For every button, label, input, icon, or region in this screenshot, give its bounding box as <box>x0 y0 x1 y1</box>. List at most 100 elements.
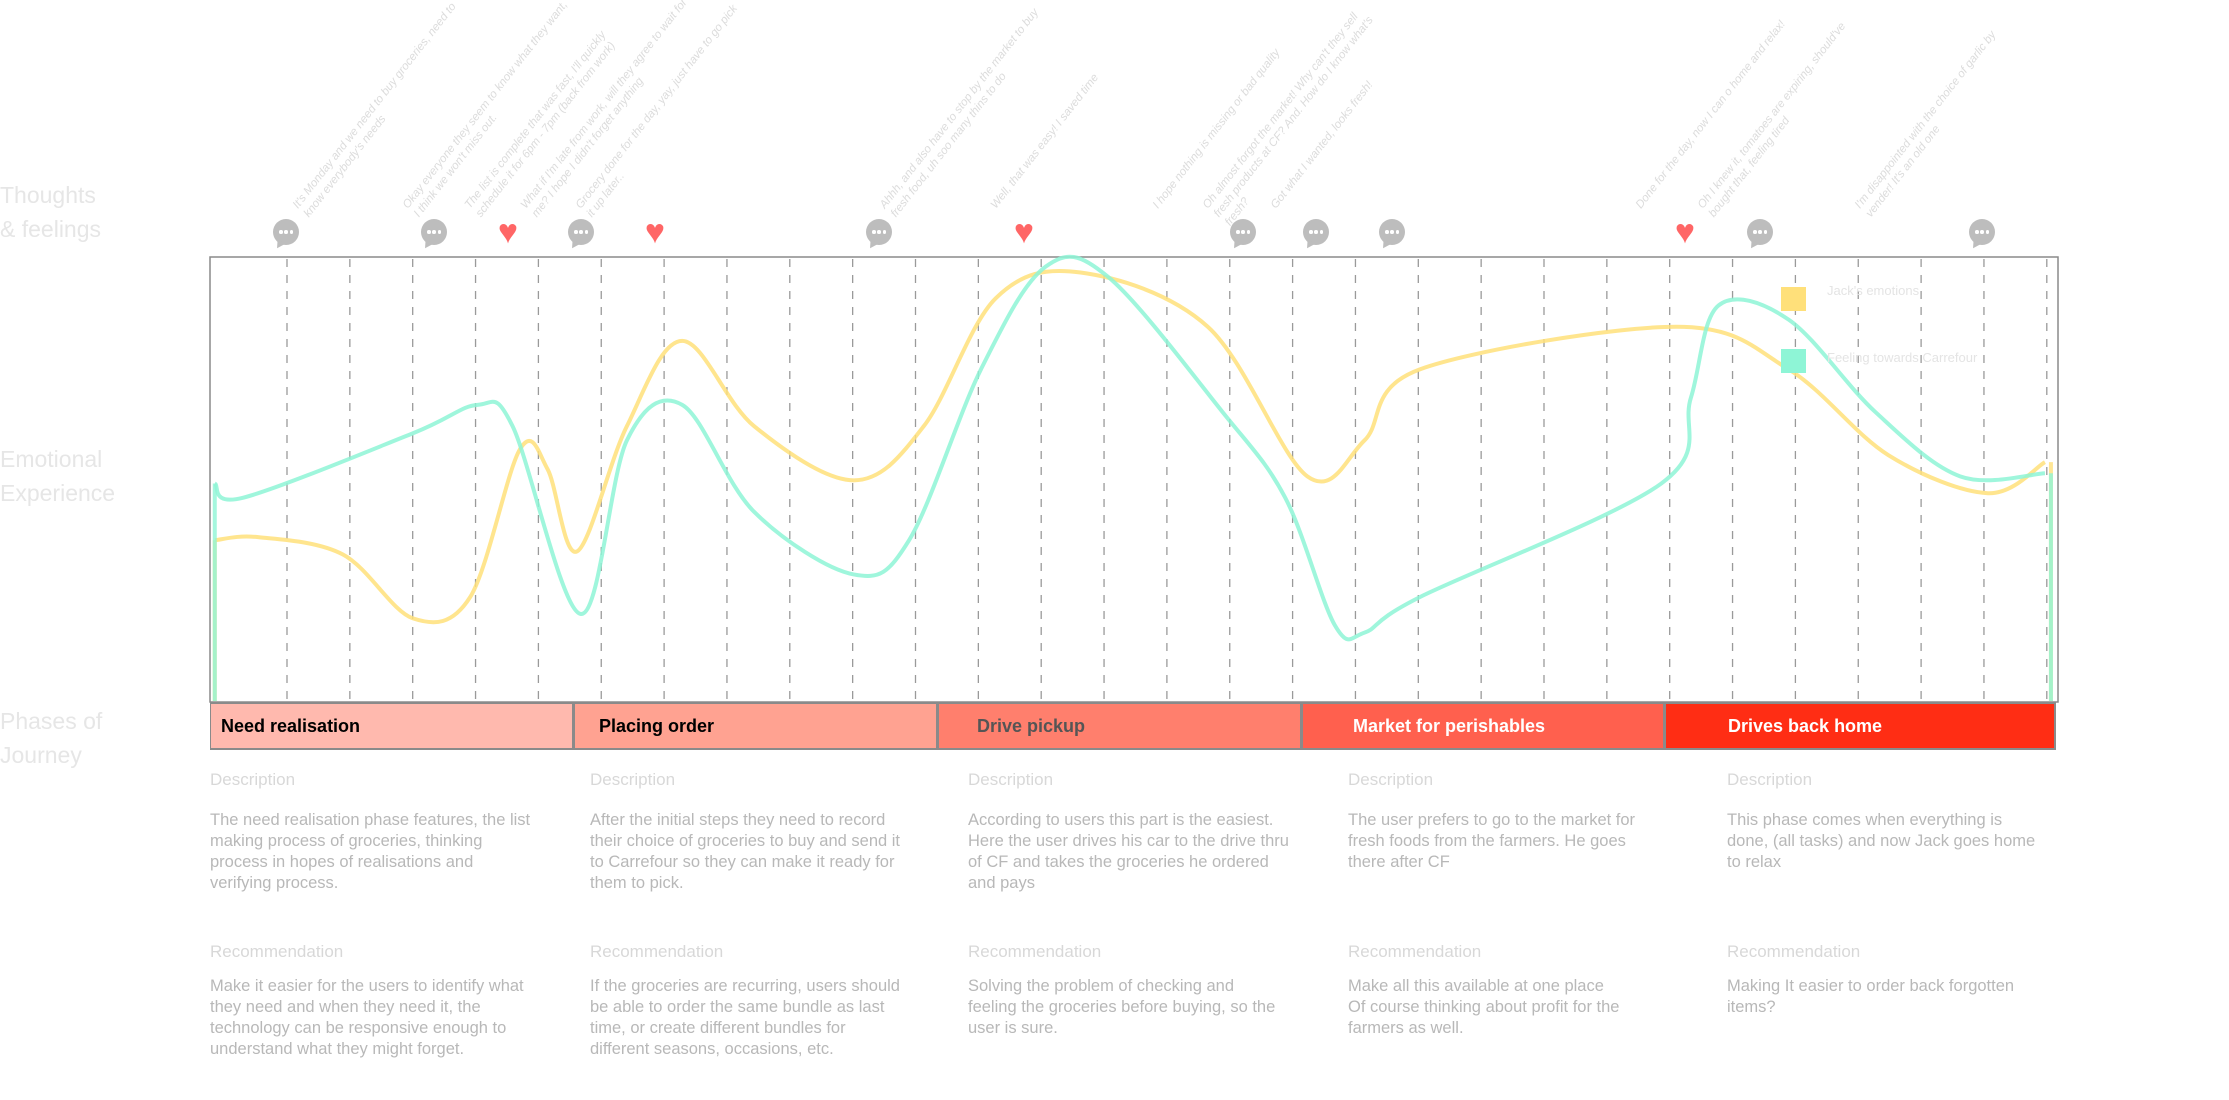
description-text: The need realisation phase features, the… <box>210 810 570 938</box>
dot <box>1246 230 1250 234</box>
chat-bubble-icon <box>1969 219 1995 245</box>
chat-bubble-icon <box>1379 219 1405 245</box>
heart-icon: ♥ <box>497 213 519 251</box>
recommendation-text: Making It easier to order back forgotten… <box>1727 976 2087 1018</box>
legend-label-jack: Jack's emotions <box>1827 283 1920 298</box>
phase-column: Description After the initial steps they … <box>590 770 950 1060</box>
legend-swatch-carrefour <box>1781 349 1806 373</box>
series-line-jack <box>214 268 2047 625</box>
dots <box>1309 230 1323 234</box>
description-text: This phase comes when everything is done,… <box>1727 810 2087 938</box>
phase-drives-back-home: Drives back home <box>1665 702 2056 750</box>
dots <box>427 230 441 234</box>
dots <box>574 230 588 234</box>
dots <box>1975 230 1989 234</box>
chat-bubble-icon <box>568 219 594 245</box>
dots <box>872 230 886 234</box>
dot <box>427 230 431 234</box>
label-line: Emotional <box>0 446 103 472</box>
chart-frame <box>209 256 2059 703</box>
text-line: to Carrefour so they can make it ready f… <box>590 853 895 871</box>
chat-bubble-icon <box>1230 219 1256 245</box>
text-line: Make it easier for the users to identify… <box>210 977 524 995</box>
text-line: be able to order the same bundle as last <box>590 998 885 1016</box>
dot <box>877 230 881 234</box>
dot <box>1241 230 1245 234</box>
dot <box>279 230 283 234</box>
text-line: Make all this available at one place <box>1348 977 1604 995</box>
label-line: Experience <box>0 480 116 506</box>
recommendation-heading: Recommendation <box>590 942 724 961</box>
text-line: understand what they might forget. <box>210 1040 465 1058</box>
phase-drive-pickup: Drive pickup <box>938 702 1302 750</box>
dots <box>279 230 293 234</box>
text-line: to relax <box>1727 853 1782 871</box>
label-line: Phases of <box>0 708 103 734</box>
dot <box>1985 230 1989 234</box>
description-heading: Description <box>590 770 676 789</box>
text-line: farmers as well. <box>1348 1019 1464 1037</box>
dot <box>1980 230 1984 234</box>
heart-icon: ♥ <box>1013 213 1035 251</box>
legend-swatch-jack <box>1781 287 1806 311</box>
chat-bubble-icon <box>1303 219 1329 245</box>
phase-column: Description According to users this part … <box>968 770 1328 1039</box>
dot <box>1314 230 1318 234</box>
dots <box>1385 230 1399 234</box>
text-line: and pays <box>968 874 1035 892</box>
label-line: Thoughts <box>0 182 96 208</box>
text-line: different seasons, occasions, etc. <box>590 1040 834 1058</box>
description-heading: Description <box>1727 770 1813 789</box>
phase-market-for-perishables: Market for perishables <box>1302 702 1665 750</box>
description-text: According to users this part is the easi… <box>968 810 1328 938</box>
dot <box>437 230 441 234</box>
dot <box>1319 230 1323 234</box>
dot <box>284 230 288 234</box>
text-line: of CF and takes the groceries he ordered <box>968 853 1269 871</box>
description-text: The user prefers to go to the market for… <box>1348 810 1708 938</box>
dot <box>1758 230 1762 234</box>
dot <box>882 230 886 234</box>
chat-bubble-icon <box>866 219 892 245</box>
text-line: The need realisation phase features, the… <box>210 811 531 829</box>
recommendation-heading: Recommendation <box>210 942 344 961</box>
text-line: them to pick. <box>590 874 684 892</box>
chat-bubble-icon <box>1747 219 1773 245</box>
description-heading: Description <box>968 770 1054 789</box>
text-line: Here the user drives his car to the driv… <box>968 832 1289 850</box>
heart-icon: ♥ <box>1674 213 1696 251</box>
recommendation-heading: Recommendation <box>968 942 1102 961</box>
text-line: fresh foods from the farmers. He goes <box>1348 832 1626 850</box>
legend-label-carrefour: Feeling towards Carrefour <box>1827 350 1978 365</box>
dot <box>579 230 583 234</box>
phase-column: Description The user prefers to go to the… <box>1348 770 1708 1039</box>
text-line: items? <box>1727 998 1776 1016</box>
dot <box>289 230 293 234</box>
text-line: Solving the problem of checking and <box>968 977 1234 995</box>
text-line: According to users this part is the easi… <box>968 811 1274 829</box>
dot <box>1753 230 1757 234</box>
text-line: After the initial steps they need to rec… <box>590 811 886 829</box>
description-text: After the initial steps they need to rec… <box>590 810 950 938</box>
dot <box>1975 230 1979 234</box>
dot <box>1236 230 1240 234</box>
dot <box>432 230 436 234</box>
text-line: their choice of groceries to buy and sen… <box>590 832 901 850</box>
recommendation-text: If the groceries are recurring, users sh… <box>590 976 950 1060</box>
dot <box>1763 230 1767 234</box>
emotion-chart <box>209 254 2059 703</box>
text-line: verifying process. <box>210 874 339 892</box>
emotional-experience-label: Emotional Experience <box>0 442 115 510</box>
text-line: they need and when they need it, the <box>210 998 481 1016</box>
text-line: technology can be responsive enough to <box>210 1019 507 1037</box>
text-line: there after CF <box>1348 853 1450 871</box>
dot <box>574 230 578 234</box>
dots <box>1236 230 1250 234</box>
recommendation-text: Solving the problem of checking and feeli… <box>968 976 1328 1039</box>
text-line: process in hopes of realisations and <box>210 853 474 871</box>
dot <box>1395 230 1399 234</box>
dot <box>872 230 876 234</box>
text-line: making process of groceries, thinking <box>210 832 483 850</box>
text-line: done, (all tasks) and now Jack goes home <box>1727 832 2036 850</box>
dot <box>1385 230 1389 234</box>
